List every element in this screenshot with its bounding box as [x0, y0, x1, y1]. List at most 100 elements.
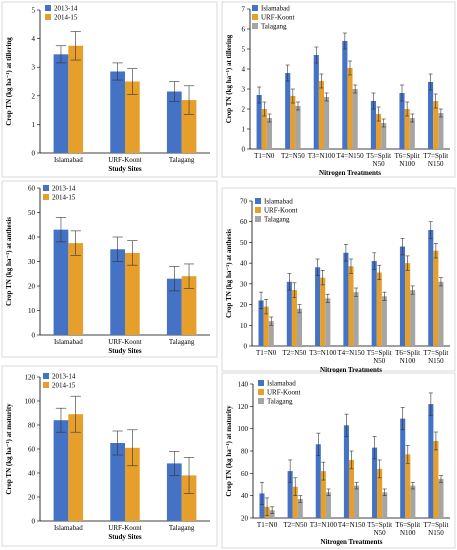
legend-label: URF-Koont [261, 14, 295, 22]
bar-urf-koont [320, 277, 326, 346]
x-tick-label: T3=N100 [310, 521, 338, 529]
y-tick-label: 70 [240, 198, 248, 206]
x-axis-title: Study Sites [108, 347, 142, 355]
y-tick-label: 40 [28, 470, 36, 478]
y-tick-label: 0 [244, 343, 248, 351]
x-tick-label: T7=Split N150 [423, 152, 448, 168]
x-tick-label: T1=N0 [257, 521, 278, 529]
legend-swatch [252, 5, 258, 11]
legend-label: Islamabad [261, 5, 290, 13]
legend-label: URF-Koont [267, 389, 301, 397]
x-tick-label: T4=N150 [338, 521, 366, 529]
legend-label: URF-Koont [264, 207, 298, 215]
bar-urf-koont [347, 68, 353, 149]
bar-2013-14 [166, 278, 182, 335]
x-tick-label: T2=N50 [283, 349, 307, 357]
bar-islamabad [342, 41, 348, 149]
bar-islamabad [258, 300, 264, 346]
bar-2013-14 [110, 71, 125, 153]
y-tick-label: 30 [240, 280, 248, 288]
x-tick-label: Islamabad [54, 338, 83, 346]
bar-islamabad [400, 418, 406, 518]
y-tick-label: 0 [32, 518, 36, 526]
bar-urf-koont [318, 81, 324, 149]
y-tick-label: 4 [242, 66, 246, 74]
y-tick-label: 7 [242, 6, 246, 14]
bar-islamabad [428, 230, 434, 346]
x-tick-label: T4=N150 [337, 349, 365, 357]
y-tick-label: 120 [25, 374, 36, 382]
bar-islamabad [399, 93, 405, 149]
chart-frame [221, 187, 456, 372]
bar-urf-koont [376, 114, 382, 149]
bar-urf-koont [291, 290, 297, 346]
legend-swatch [258, 398, 264, 404]
legend-swatch [258, 380, 264, 386]
legend-swatch [255, 207, 261, 213]
y-tick-label: 20 [28, 494, 36, 502]
bar-islamabad [286, 281, 292, 346]
bar-2013-14 [110, 443, 125, 521]
bar-2014-15 [181, 276, 197, 335]
y-tick-label: 2 [32, 92, 36, 100]
bar-islamabad [259, 493, 265, 518]
bar-islamabad [343, 252, 349, 346]
bar-urf-koont [404, 109, 410, 149]
y-tick-label: 60 [241, 470, 249, 478]
legend-label: 2013-14 [52, 373, 76, 381]
bar-talagang [266, 118, 272, 149]
x-tick-label: URF-Koont [108, 338, 142, 346]
legend-swatch [45, 5, 51, 11]
bar-islamabad [315, 444, 321, 518]
bar-talagang [297, 499, 303, 518]
bar-2014-15 [68, 45, 84, 153]
legend-swatch [43, 185, 49, 191]
bar-talagang [381, 296, 387, 346]
x-tick-label: T6=Split N100 [395, 152, 420, 168]
bar-urf-koont [261, 109, 267, 149]
x-tick-label: T1=N0 [254, 152, 275, 160]
x-axis-title: Study Sites [108, 533, 142, 541]
y-tick-label: 0 [242, 146, 246, 154]
y-tick-label: 2 [242, 106, 246, 114]
bar-islamabad [313, 55, 319, 149]
bar-2014-15 [181, 475, 197, 521]
y-tick-label: 50 [28, 209, 36, 217]
y-tick-label: 80 [28, 422, 36, 430]
bar-talagang [382, 492, 388, 518]
legend-swatch [258, 389, 264, 395]
legend-label: Islamabad [267, 380, 296, 388]
y-tick-label: 1 [32, 121, 36, 129]
legend-label: Talagang [264, 216, 290, 224]
bar-talagang [296, 308, 303, 346]
bar-islamabad [343, 425, 349, 518]
legend-swatch [255, 216, 261, 222]
bar-2013-14 [166, 91, 182, 153]
bar-urf-koont [433, 250, 439, 346]
bar-2013-14 [53, 229, 69, 335]
y-tick-label: 40 [241, 492, 249, 500]
legend-label: 2014-15 [52, 382, 76, 390]
chart-6: 20 40 60 80 100 120 140 T1=N0 T2=N50 T3=N100 T4=N1… [221, 372, 456, 549]
legend-label: 2014-15 [54, 14, 78, 22]
chart-5: 0 20 40 60 80 100 120 Islamabad URF-Koont Talagan… [1, 365, 218, 547]
bar-urf-koont [433, 440, 439, 518]
legend-label: 2014-15 [52, 194, 76, 202]
x-axis-title: Nitrogen Treatments [320, 366, 382, 374]
y-tick-label: 30 [28, 258, 36, 266]
legend-swatch [43, 373, 49, 379]
bar-talagang [381, 123, 387, 149]
bar-talagang [352, 89, 358, 149]
bar-talagang [409, 118, 415, 149]
x-tick-label: T5=Split N50 [367, 521, 392, 537]
bar-2014-15 [68, 243, 84, 335]
bar-urf-koont [348, 266, 354, 346]
y-tick-label: 60 [240, 218, 248, 226]
y-tick-label: 6 [242, 26, 246, 34]
x-tick-label: Islamabad [54, 524, 83, 532]
bar-islamabad [370, 101, 376, 149]
